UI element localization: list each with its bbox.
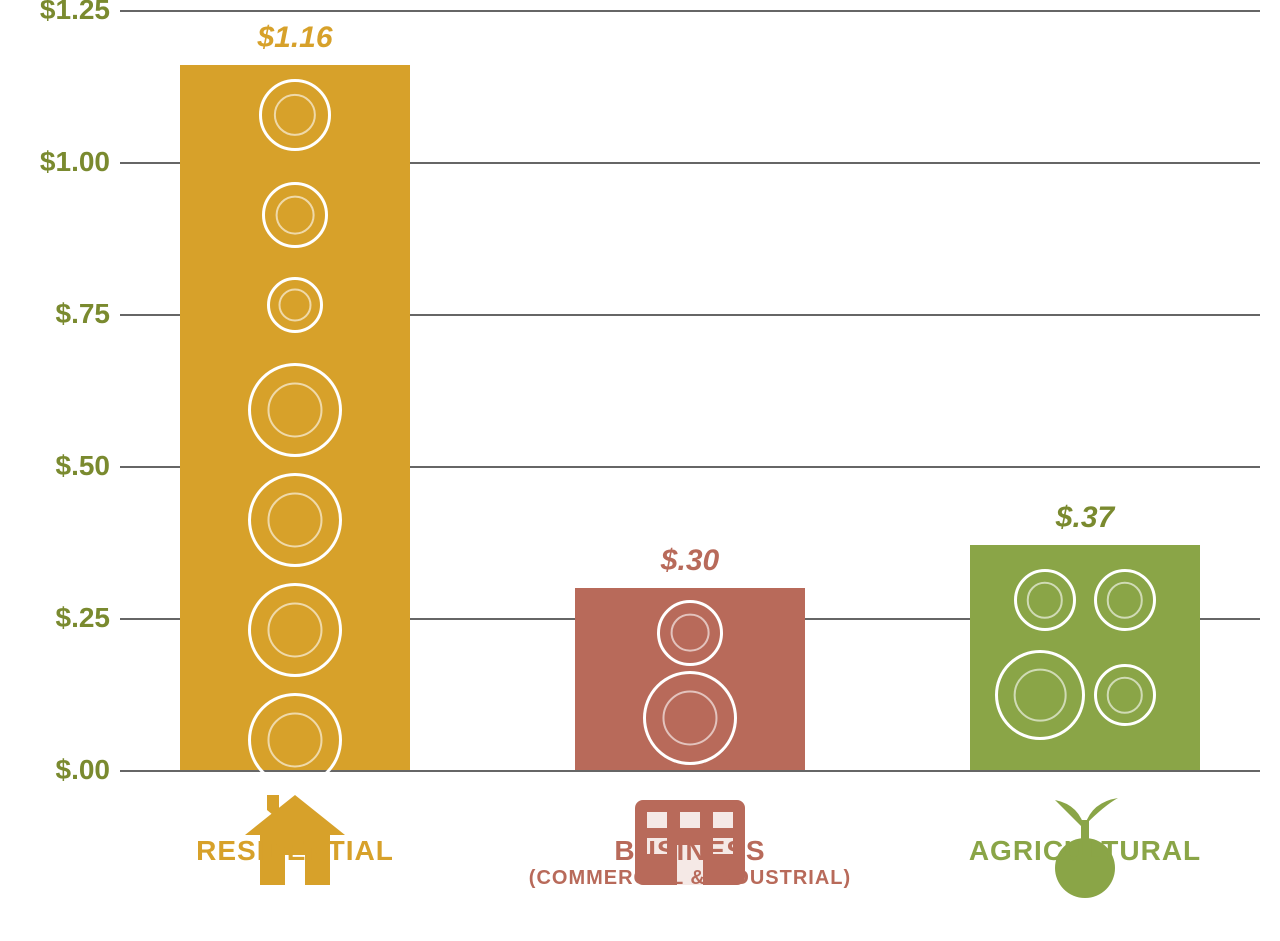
bar-value-label: $1.16	[257, 21, 332, 55]
coin-icon	[248, 693, 342, 787]
bar-value-label: $.37	[1056, 501, 1114, 535]
x-category-label: BUSINESS	[515, 835, 865, 867]
coin-icon	[262, 182, 328, 248]
y-tick-label: $.25	[0, 602, 110, 634]
x-category-sublabel: (COMMERCIAL & INDUSTRIAL)	[515, 867, 865, 890]
x-axis: RESIDENTIAL BUSINESS(COMMERCIAL & INDUSTR…	[120, 780, 1260, 940]
chart-plot-area: $.00$.25$.50$.75$1.00$1.25$1.16$.30$.37	[120, 10, 1260, 770]
x-category-label: RESIDENTIAL	[120, 835, 470, 867]
x-category-agricultural: AGRICULTURAL	[910, 800, 1260, 867]
bar-business: $.30	[575, 588, 805, 770]
coin-icon	[248, 583, 342, 677]
x-category-label: AGRICULTURAL	[910, 835, 1260, 867]
y-tick-label: $.75	[0, 298, 110, 330]
x-category-residential: RESIDENTIAL	[120, 800, 470, 867]
coin-icon	[1094, 569, 1156, 631]
coin-icon	[248, 473, 342, 567]
bar-residential: $1.16	[180, 65, 410, 770]
coin-icon	[1014, 569, 1076, 631]
coin-icon	[657, 600, 723, 666]
y-tick-label: $1.25	[0, 0, 110, 26]
y-tick-label: $1.00	[0, 146, 110, 178]
coin-icon	[643, 671, 737, 765]
y-tick-label: $.50	[0, 450, 110, 482]
gridline	[120, 10, 1260, 12]
coin-icon	[267, 277, 323, 333]
coin-icon	[259, 79, 331, 151]
y-tick-label: $.00	[0, 754, 110, 786]
x-category-business: BUSINESS(COMMERCIAL & INDUSTRIAL)	[515, 800, 865, 890]
coin-icon	[995, 650, 1085, 740]
bar-value-label: $.30	[661, 544, 719, 578]
bar-agricultural: $.37	[970, 545, 1200, 770]
coin-icon	[1094, 664, 1156, 726]
coin-icon	[248, 363, 342, 457]
